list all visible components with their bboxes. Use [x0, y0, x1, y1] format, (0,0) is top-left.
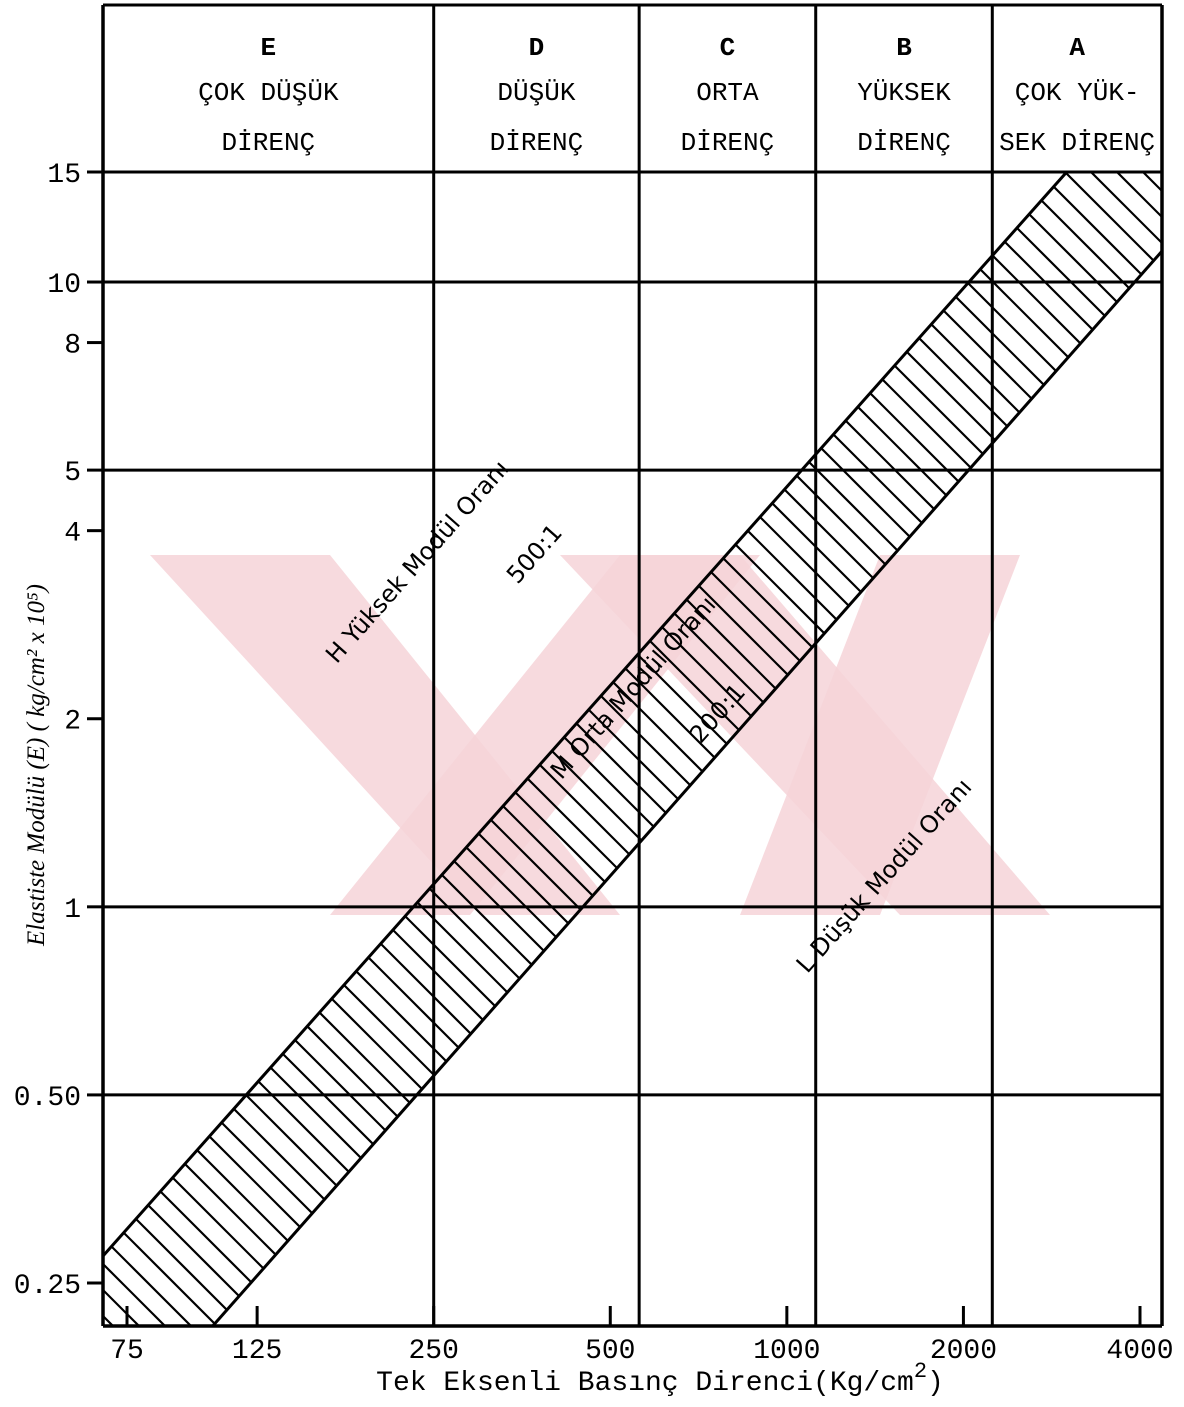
hatch-line: [103, 172, 1162, 1326]
x-tick-label-4000: 4000: [1106, 1336, 1173, 1367]
hatch-line: [1064, 172, 1162, 1326]
hatch-line: [960, 172, 1162, 1326]
hatch-line: [128, 172, 1162, 1326]
annotation-1: 500:1: [501, 519, 568, 589]
band-lower-edge: [211, 250, 1164, 1327]
hatch-line: [1012, 172, 1162, 1326]
annotation-0: H Yüksek Modül Oranı: [320, 455, 514, 669]
hatch-line: [103, 172, 1162, 1326]
x-axis-label-text: Tek Eksenli Basınç Direnci(Kg/cm: [376, 1368, 914, 1399]
class-label2-B: DİRENÇ: [857, 128, 951, 158]
class-label-D: DÜŞÜK: [497, 78, 575, 108]
plot-frame: [101, 3, 1164, 1328]
watermark-logo: [150, 555, 1050, 915]
hatch-line: [0, 172, 9, 1326]
hatch-line: [103, 172, 452, 1326]
band-upper-edge: [101, 171, 1068, 1258]
x-axis-label-superscript: 2: [914, 1359, 927, 1384]
class-label2-C: DİRENÇ: [681, 128, 775, 158]
x-tick-label-125: 125: [232, 1336, 282, 1367]
watermark-shape-2: [560, 555, 1050, 915]
hatch-line: [986, 172, 1162, 1326]
x-tick-label-500: 500: [585, 1336, 635, 1367]
x-tick-label-2000: 2000: [930, 1336, 997, 1367]
class-code-E: E: [261, 33, 277, 63]
class-label2-D: DİRENÇ: [490, 128, 584, 158]
class-code-A: A: [1069, 33, 1085, 63]
hatch-line: [856, 172, 1162, 1326]
y-axis: 0.25 0.50 1 2 4 5 8 10 15: [14, 160, 103, 1302]
hatch-line: [830, 172, 1162, 1326]
hatch-line: [103, 172, 348, 1326]
x-axis: 75 125 250 500 1000 2000 4000: [110, 1306, 1174, 1367]
hatch-line: [1169, 172, 1184, 1326]
hatch-line: [1090, 172, 1162, 1326]
x-tick-label-250: 250: [408, 1336, 458, 1367]
hatch-line: [103, 172, 114, 1326]
hatch-line: [752, 172, 1162, 1326]
hatch-line: [778, 172, 1162, 1326]
strength-class-header: E ÇOK DÜŞÜK DİRENÇ D DÜŞÜK DİRENÇ C ORTA DİRENÇ B…: [198, 33, 1155, 158]
hatch-line: [103, 172, 556, 1326]
x-tick-label-1000: 1000: [753, 1336, 820, 1367]
hatch-line: [1116, 172, 1162, 1326]
class-code-B: B: [896, 33, 912, 63]
y-tick-label-0.25: 0.25: [14, 1271, 81, 1302]
y-tick-label-5: 5: [64, 458, 81, 489]
hatch-line: [103, 172, 504, 1326]
x-axis-label-close: ): [927, 1368, 944, 1399]
hatch-line: [726, 172, 1162, 1326]
x-tick-label-75: 75: [110, 1336, 144, 1367]
hatch-line: [103, 172, 530, 1326]
y-tick-label-0.5: 0.50: [14, 1083, 81, 1114]
class-label-E: ÇOK DÜŞÜK: [198, 78, 339, 108]
class-label-C: ORTA: [696, 78, 759, 108]
class-code-C: C: [720, 33, 736, 63]
hatch-line: [103, 172, 1162, 1326]
x-axis-label: Tek Eksenli Basınç Direnci(Kg/cm2): [376, 1359, 944, 1399]
hatch-line: [103, 172, 374, 1326]
y-tick-label-4: 4: [64, 519, 81, 550]
class-label2-A: SEK DİRENÇ: [999, 128, 1155, 158]
y-axis-label: Elastiste Modülü (E) ( kg/cm² x 10⁵): [23, 584, 50, 947]
hatch-line: [103, 172, 426, 1326]
y-tick-label-1: 1: [64, 895, 81, 926]
band-edges: [101, 171, 1164, 1327]
class-label-A: ÇOK YÜK-: [1015, 78, 1140, 108]
y-tick-label-15: 15: [47, 160, 81, 191]
hatch-line: [934, 172, 1162, 1326]
class-label-B: YÜKSEK: [857, 78, 951, 108]
y-tick-label-2: 2: [64, 707, 81, 738]
hatch-line: [103, 172, 478, 1326]
class-label2-E: DİRENÇ: [222, 128, 316, 158]
class-code-D: D: [529, 33, 545, 63]
y-tick-label-10: 10: [47, 270, 81, 301]
hatch-line: [804, 172, 1162, 1326]
hatch-line: [908, 172, 1162, 1326]
watermark-shape-3: [740, 555, 1020, 915]
hatch-line: [103, 172, 1162, 1326]
y-tick-label-8: 8: [64, 331, 81, 362]
